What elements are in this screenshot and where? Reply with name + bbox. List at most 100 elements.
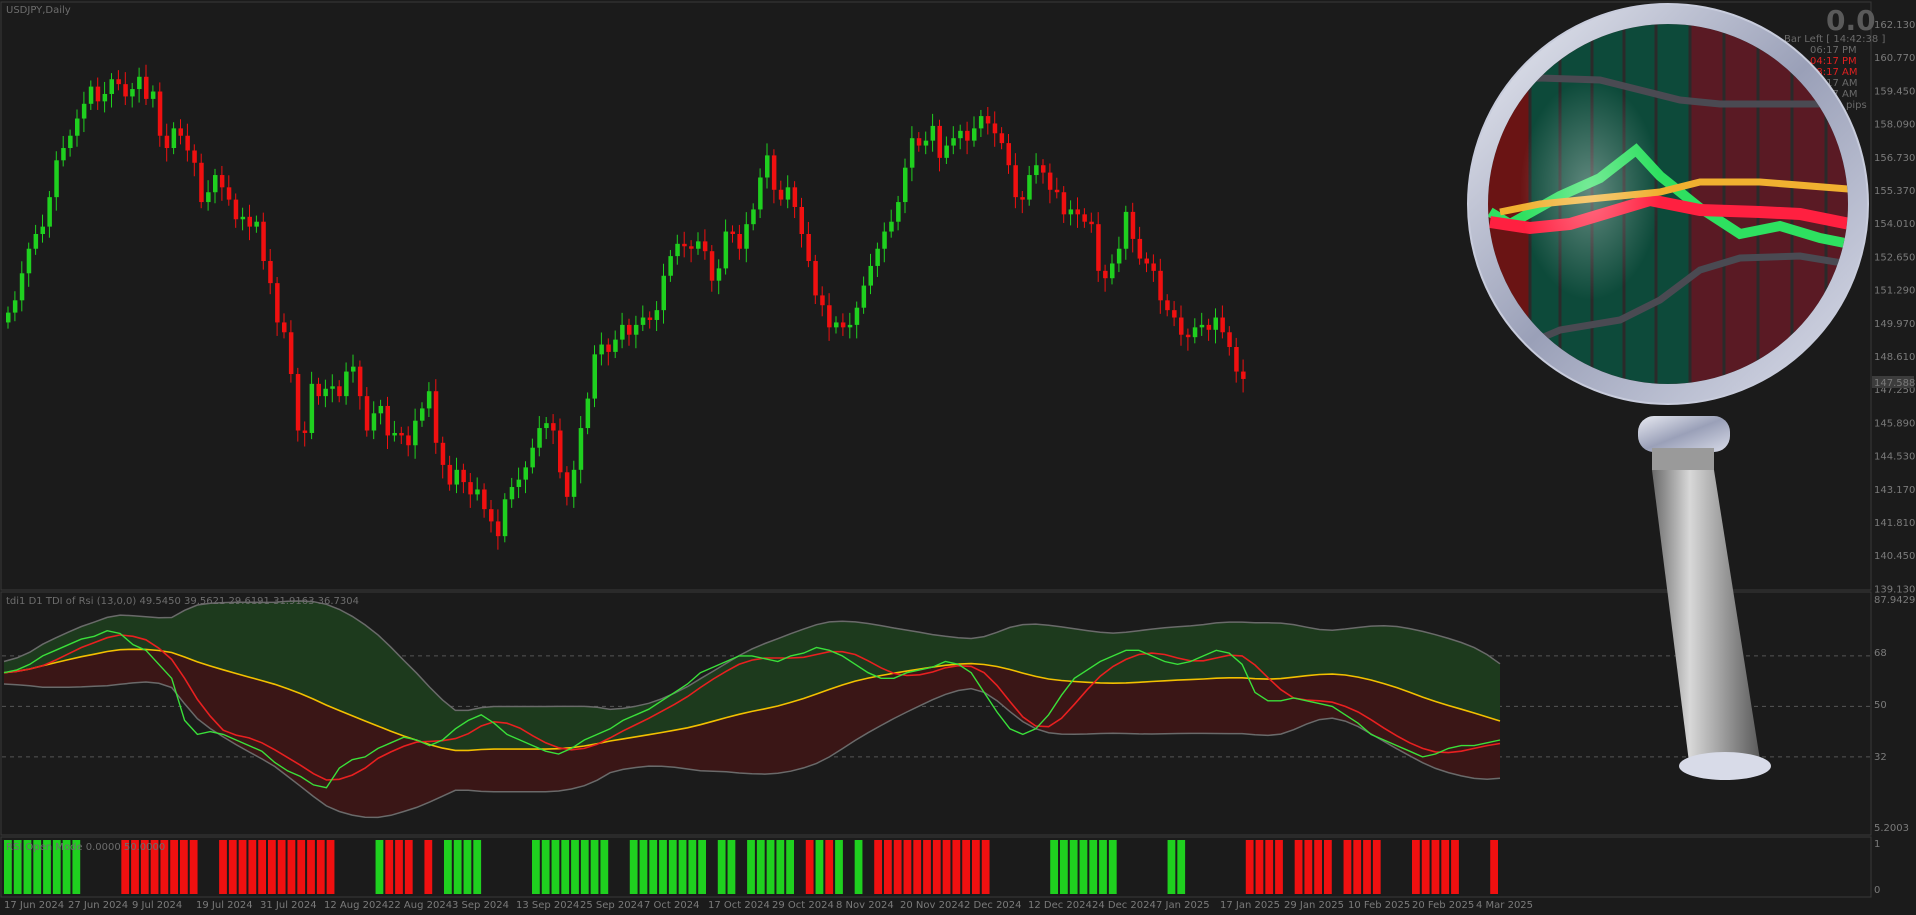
- candle-body: [1241, 371, 1246, 379]
- signal-bar: [776, 840, 785, 894]
- signal-bar: [571, 840, 579, 894]
- candle-body: [178, 128, 183, 136]
- candle-body: [406, 435, 411, 446]
- candle-body: [909, 138, 915, 168]
- price-tick: 140.450: [1874, 551, 1915, 562]
- candle-body: [771, 155, 777, 190]
- chart-title: USDJPY,Daily: [6, 5, 71, 16]
- signal-bar: [541, 840, 550, 894]
- candle-body: [972, 128, 977, 141]
- candle-body: [344, 371, 349, 397]
- price-tick: 156.730: [1874, 153, 1915, 164]
- candle-body: [916, 138, 922, 146]
- signal-bar: [835, 840, 843, 894]
- candle-body: [171, 128, 177, 149]
- candle-body: [282, 322, 287, 333]
- signal-bar: [258, 840, 266, 894]
- signal-bar: [4, 840, 12, 894]
- current-price: 147.588: [1874, 378, 1915, 389]
- candle-body: [54, 160, 59, 198]
- signal-title: RSI Open Mode 0.0000 50.0000: [6, 842, 165, 853]
- candle-body: [523, 467, 528, 480]
- candle-body: [137, 76, 142, 90]
- candle-body: [61, 148, 66, 161]
- candle-body: [295, 374, 301, 431]
- tdi-band-upper-fill: [4, 601, 1500, 751]
- tdi-title: tdi1 D1 TDI of Rsi (13,0,0) 49.5450 39.5…: [6, 596, 359, 607]
- tdi-lower-band: [3, 681, 1501, 819]
- candle-body: [88, 86, 94, 104]
- signal-bar: [463, 840, 472, 894]
- candle-body: [599, 344, 604, 355]
- signal-bar: [532, 840, 540, 894]
- time-tick: 9 Jul 2024: [132, 900, 182, 911]
- signal-bar: [1099, 840, 1107, 894]
- price-tick: 155.370: [1874, 186, 1915, 197]
- signal-bar: [747, 840, 755, 894]
- candle-body: [813, 261, 818, 296]
- signal-bar: [1412, 840, 1420, 894]
- price-tick: 162.130: [1874, 20, 1915, 31]
- signal-bar: [1363, 840, 1371, 894]
- candle-body: [206, 192, 211, 203]
- candle-body: [882, 231, 887, 249]
- candle-body: [385, 405, 390, 436]
- price-tick: 160.770: [1874, 53, 1915, 64]
- candle-body: [840, 322, 846, 328]
- signal-bar: [825, 840, 834, 894]
- signal-bar: [923, 840, 931, 894]
- candle-body: [489, 509, 494, 522]
- time-tick: 10 Feb 2025: [1348, 900, 1410, 911]
- time-tick: 29 Jan 2025: [1284, 900, 1344, 911]
- tdi-tick: 32: [1874, 752, 1887, 763]
- candle-body: [544, 423, 549, 429]
- time-tick: 17 Oct 2024: [708, 900, 770, 911]
- candle-body: [399, 432, 404, 436]
- candle-body: [102, 93, 108, 102]
- signal-bar: [913, 840, 922, 894]
- signal-bar: [131, 840, 139, 894]
- signal-bar: [1050, 840, 1058, 894]
- signal-bar: [228, 840, 237, 894]
- signal-bar: [639, 840, 648, 894]
- tdi-band-lower-fill: [4, 649, 1500, 818]
- candle-body: [1075, 209, 1080, 215]
- signal-bar: [1431, 840, 1440, 894]
- candle-body: [302, 430, 308, 433]
- signal-bar: [424, 840, 433, 894]
- candle-body: [1116, 248, 1122, 264]
- tdi-tick: 5.2003: [1874, 823, 1909, 834]
- candle-body: [130, 89, 135, 97]
- candle-body: [357, 366, 363, 397]
- signal-bar: [659, 840, 667, 894]
- candle-body: [1227, 332, 1232, 347]
- candle-body: [1172, 310, 1177, 318]
- time-tick: 17 Jun 2024: [4, 900, 64, 911]
- candle-body: [516, 479, 522, 488]
- signal-bar: [1421, 840, 1430, 894]
- tdi-tick: 87.9429: [1874, 595, 1915, 606]
- candle-body: [689, 246, 694, 249]
- candle-body: [785, 187, 791, 200]
- price-tick: 147.250: [1874, 385, 1915, 396]
- info-big-value: 0.0: [1826, 4, 1876, 37]
- candle-body: [834, 322, 839, 328]
- candle-body: [371, 413, 377, 431]
- candle-body: [1234, 346, 1239, 372]
- signal-bar: [316, 840, 325, 894]
- candle-body: [6, 312, 11, 323]
- candle-body: [192, 150, 197, 163]
- time-axis[interactable]: 17 Jun 2024 27 Jun 2024 9 Jul 2024 19 Jul 2…: [4, 900, 1533, 911]
- candle-body: [240, 216, 246, 220]
- signal-bar: [942, 840, 951, 894]
- candle-body: [958, 130, 963, 139]
- price-tick: 143.170: [1874, 485, 1915, 496]
- signal-bar: [297, 840, 306, 894]
- signal-bar: [160, 840, 169, 894]
- time-tick: 20 Nov 2024: [900, 900, 964, 911]
- signal-bar: [600, 840, 609, 894]
- candle-body: [668, 256, 673, 276]
- price-axis[interactable]: 162.130 160.770 159.450 158.090 156.730 155.3…: [1874, 20, 1915, 595]
- candle-body: [1185, 334, 1191, 338]
- candle-body: [827, 305, 832, 328]
